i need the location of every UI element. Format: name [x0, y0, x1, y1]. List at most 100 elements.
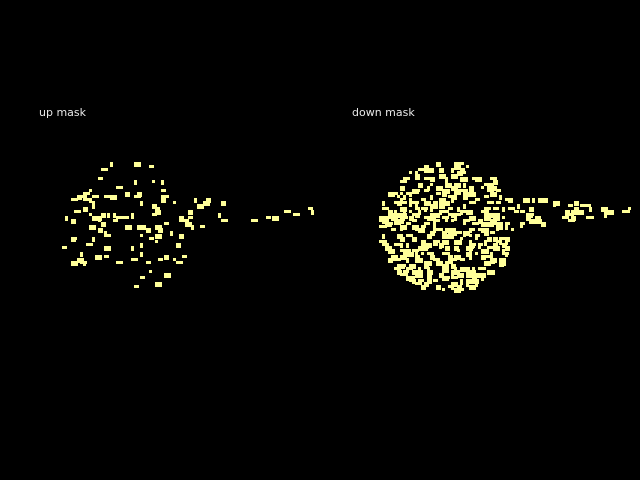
mask-pixel-block: [433, 243, 438, 246]
mask-pixel-block: [538, 216, 541, 219]
mask-pixel-block: [424, 282, 429, 287]
mask-pixel-block: [460, 258, 465, 261]
mask-pixel-block: [427, 216, 434, 221]
mask-pixel-block: [454, 183, 461, 188]
mask-pixel-block: [436, 228, 443, 231]
mask-pixel-block: [463, 219, 470, 222]
mask-pixel-block: [454, 189, 461, 194]
mask-pixel-block: [71, 261, 78, 266]
mask-pixel-block: [134, 162, 141, 167]
mask-pixel-block: [412, 270, 419, 275]
mask-pixel-block: [475, 234, 480, 237]
mask-pixel-block: [406, 258, 409, 263]
mask-pixel-block: [445, 180, 448, 185]
mask-pixel-block: [445, 261, 450, 264]
mask-pixel-block: [472, 222, 479, 225]
mask-pixel-block: [415, 207, 420, 210]
mask-pixel-block: [409, 252, 414, 257]
mask-pixel-block: [469, 192, 476, 197]
mask-pixel-block: [104, 255, 109, 258]
mask-pixel-block: [499, 261, 506, 266]
mask-pixel-block: [457, 249, 460, 252]
mask-pixel-block: [149, 270, 152, 273]
mask-pixel-block: [496, 240, 501, 243]
mask-pixel-block: [155, 225, 162, 230]
mask-pixel-block: [406, 276, 413, 281]
mask-pixel-block: [460, 267, 463, 272]
mask-pixel-block: [436, 192, 441, 195]
mask-pixel-block: [460, 210, 463, 215]
mask-pixel-block: [490, 261, 495, 264]
mask-pixel-block: [484, 207, 491, 210]
mask-pixel-block: [493, 222, 496, 225]
mask-pixel-block: [442, 201, 445, 204]
mask-pixel-block: [158, 228, 163, 233]
down-mask-title: down mask: [352, 106, 415, 119]
mask-pixel-block: [176, 243, 181, 248]
mask-pixel-block: [454, 270, 457, 275]
mask-pixel-block: [451, 186, 458, 191]
mask-pixel-block: [457, 285, 462, 290]
mask-pixel-block: [427, 267, 430, 270]
mask-pixel-block: [460, 177, 465, 182]
mask-pixel-block: [427, 273, 432, 276]
mask-pixel-block: [188, 210, 193, 215]
mask-pixel-block: [478, 219, 483, 224]
mask-pixel-block: [400, 225, 407, 230]
mask-pixel-block: [586, 216, 589, 219]
mask-pixel-block: [122, 216, 129, 219]
mask-pixel-block: [526, 216, 531, 221]
mask-pixel-block: [439, 198, 446, 203]
mask-pixel-block: [490, 255, 493, 258]
mask-pixel-block: [439, 201, 444, 206]
mask-pixel-block: [161, 198, 166, 203]
mask-pixel-block: [523, 198, 530, 203]
mask-pixel-block: [601, 207, 608, 212]
mask-pixel-block: [451, 219, 454, 222]
mask-pixel-block: [430, 183, 433, 186]
mask-pixel-block: [394, 210, 397, 215]
mask-pixel-block: [478, 228, 481, 231]
mask-pixel-block: [409, 210, 412, 213]
mask-pixel-block: [469, 228, 472, 233]
mask-pixel-block: [418, 267, 421, 272]
mask-pixel-block: [496, 216, 499, 219]
mask-pixel-block: [505, 246, 510, 251]
mask-pixel-block: [412, 219, 417, 222]
mask-pixel-block: [574, 207, 579, 210]
mask-pixel-block: [131, 246, 134, 251]
mask-pixel-block: [469, 234, 472, 237]
mask-pixel-block: [400, 228, 403, 231]
mask-pixel-block: [454, 258, 457, 261]
mask-pixel-block: [433, 216, 436, 221]
mask-pixel-block: [155, 240, 158, 243]
mask-pixel-block: [400, 237, 405, 242]
mask-pixel-block: [155, 207, 160, 212]
mask-pixel-block: [439, 210, 442, 215]
mask-pixel-block: [529, 219, 536, 224]
mask-pixel-block: [134, 285, 139, 288]
mask-pixel-block: [460, 279, 463, 282]
mask-pixel-block: [104, 234, 111, 237]
mask-pixel-block: [424, 165, 429, 170]
mask-pixel-block: [463, 183, 466, 188]
mask-pixel-block: [140, 243, 143, 248]
mask-pixel-block: [451, 168, 454, 173]
mask-pixel-block: [436, 162, 441, 167]
mask-pixel-block: [445, 276, 450, 279]
mask-pixel-block: [448, 261, 453, 264]
mask-pixel-block: [508, 207, 515, 210]
mask-pixel-block: [433, 213, 440, 218]
mask-pixel-block: [442, 216, 449, 219]
mask-pixel-block: [427, 270, 430, 273]
mask-pixel-block: [382, 240, 387, 245]
mask-pixel-block: [472, 267, 475, 270]
mask-pixel-block: [571, 210, 578, 215]
mask-pixel-block: [394, 267, 401, 270]
mask-pixel-block: [505, 222, 510, 225]
mask-pixel-block: [424, 201, 431, 206]
mask-pixel-block: [439, 246, 442, 249]
mask-pixel-block: [553, 204, 556, 207]
mask-pixel-block: [430, 270, 433, 275]
mask-pixel-block: [71, 198, 78, 201]
